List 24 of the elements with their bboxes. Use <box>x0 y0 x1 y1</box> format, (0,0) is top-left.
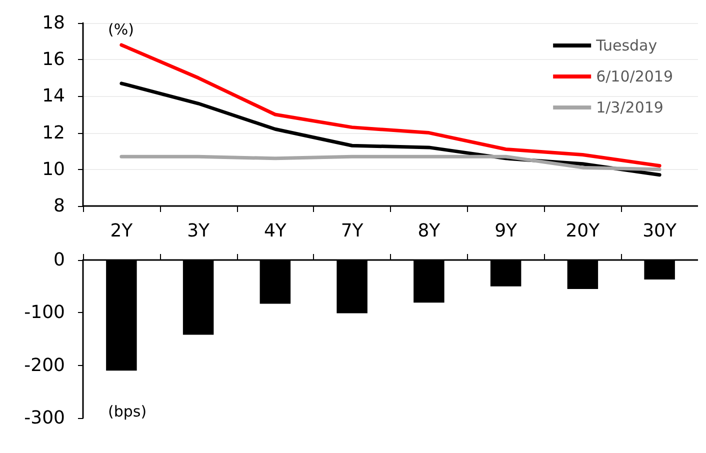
y-tick-label: -200 <box>24 354 65 376</box>
x-tick-label: 2Y <box>110 220 134 242</box>
y-tick-label: -300 <box>24 408 65 428</box>
y-tick-label: 12 <box>42 122 65 144</box>
y-tick-label: -100 <box>24 302 65 324</box>
x-tick-label: 20Y <box>566 220 601 242</box>
x-tick-label: 4Y <box>264 220 288 242</box>
y-tick-label: 8 <box>54 196 65 216</box>
y-axis-title: (bps) <box>108 402 147 420</box>
y-tick-label: 10 <box>42 158 65 180</box>
x-tick-label: 8Y <box>418 220 442 242</box>
x-tick-label: 3Y <box>187 220 211 242</box>
legend-label: 6/10/2019 <box>596 68 674 86</box>
x-tick-label: 9Y <box>494 220 518 242</box>
legend-label: 1/3/2019 <box>596 98 664 116</box>
y-tick-label: 18 <box>42 12 65 34</box>
y-tick-label: 0 <box>54 250 65 270</box>
y-tick-label: 14 <box>42 86 65 107</box>
y-axis-title: (%) <box>108 20 134 38</box>
x-tick-label: 30Y <box>642 220 678 242</box>
x-tick-label: 7Y <box>340 220 364 242</box>
legend-label: Tuesday <box>595 36 658 54</box>
y-tick-label: 16 <box>42 49 65 70</box>
line-series <box>120 154 662 172</box>
